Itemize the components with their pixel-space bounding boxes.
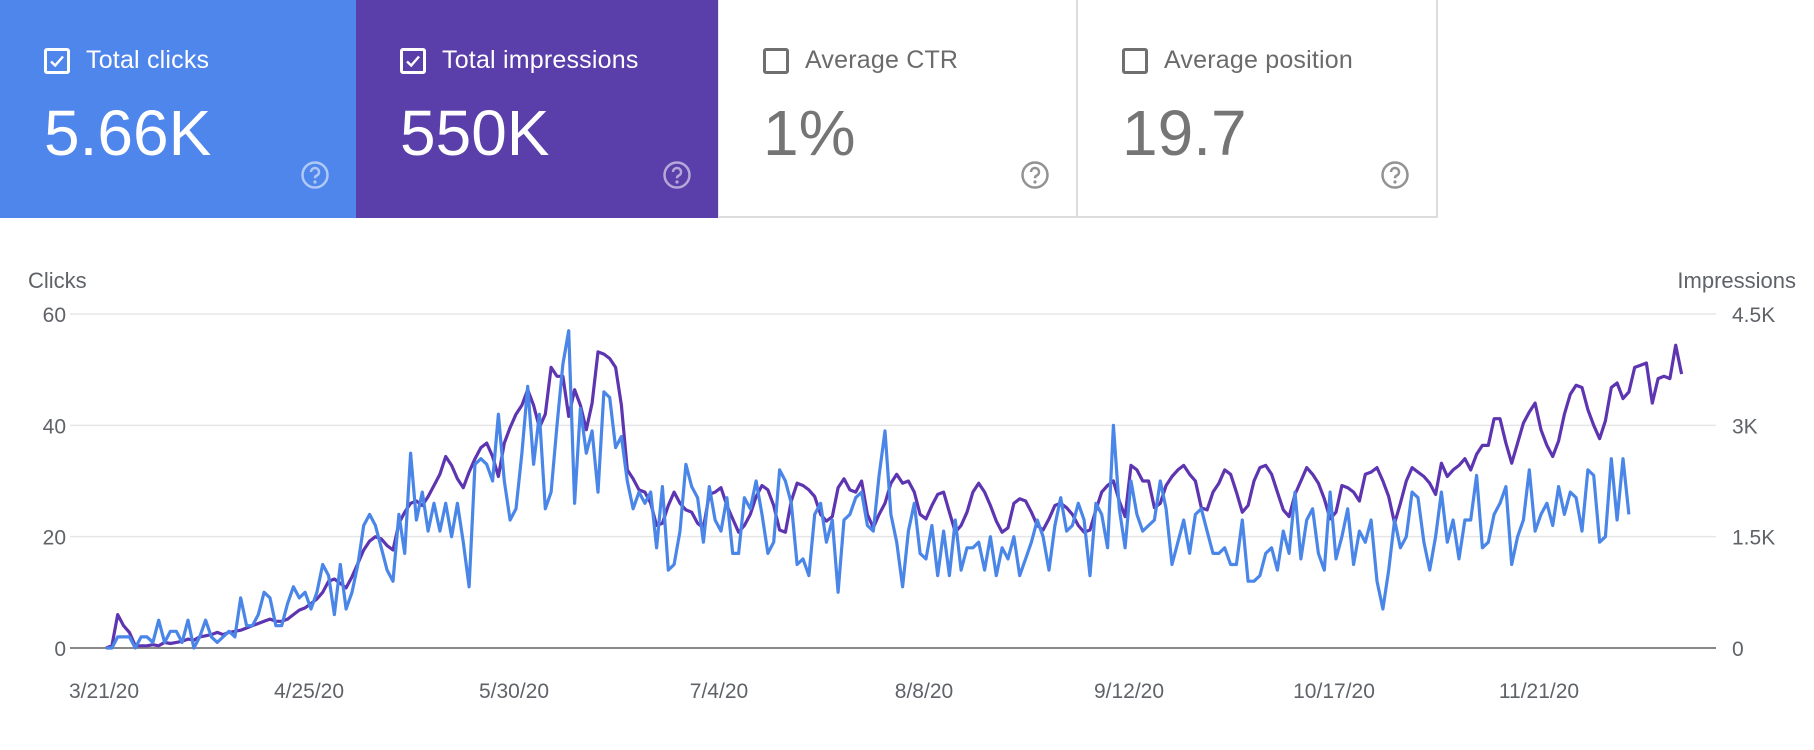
metric-value: 19.7 <box>1122 97 1247 169</box>
x-tick-label: 10/17/20 <box>1293 680 1375 703</box>
y-left-tick-label: 40 <box>43 415 66 438</box>
x-tick-label: 4/25/20 <box>274 680 344 703</box>
metric-card-total-impressions[interactable]: Total impressions 550K <box>356 0 718 218</box>
y-right-tick-label: 4.5K <box>1732 304 1775 327</box>
checkbox-unchecked-icon[interactable] <box>763 48 789 74</box>
x-tick-label: 8/8/20 <box>895 680 953 703</box>
y-right-tick-label: 1.5K <box>1732 527 1775 550</box>
series-line-impressions <box>105 343 1684 650</box>
metric-label: Average CTR <box>805 46 959 74</box>
x-tick-label: 3/21/20 <box>69 680 139 703</box>
metric-card-average-ctr[interactable]: Average CTR 1% <box>718 0 1078 218</box>
y-right-axis-title: Impressions <box>1677 268 1796 293</box>
metric-value: 550K <box>400 97 550 169</box>
metric-label: Total clicks <box>86 46 210 74</box>
metric-card-average-position[interactable]: Average position 19.7 <box>1078 0 1438 218</box>
help-icon[interactable] <box>300 160 330 190</box>
performance-chart: Clicks Impressions 0 20 40 60 0 1.5K 3K 4.5K 3… <box>28 268 1796 703</box>
series-line-clicks <box>106 329 1631 650</box>
checkbox-checked-icon[interactable] <box>400 48 426 74</box>
metric-cards: Total clicks 5.66K Total impressions 550… <box>0 0 1442 218</box>
x-tick-label: 11/21/20 <box>1499 680 1579 703</box>
help-icon[interactable] <box>1020 160 1050 190</box>
help-icon[interactable] <box>1380 160 1410 190</box>
x-tick-label: 7/4/20 <box>690 680 748 703</box>
x-tick-label: 5/30/20 <box>479 680 549 703</box>
metric-label: Average position <box>1164 46 1353 74</box>
metric-label: Total impressions <box>442 46 639 74</box>
y-left-axis-title: Clicks <box>28 268 87 293</box>
metric-card-total-clicks[interactable]: Total clicks 5.66K <box>0 0 356 218</box>
metric-value: 5.66K <box>44 97 212 169</box>
help-icon[interactable] <box>662 160 692 190</box>
checkbox-unchecked-icon[interactable] <box>1122 48 1148 74</box>
y-right-tick-label: 3K <box>1732 415 1758 438</box>
y-left-tick-label: 60 <box>43 304 66 327</box>
checkbox-checked-icon[interactable] <box>44 48 70 74</box>
x-tick-label: 9/12/20 <box>1094 680 1164 703</box>
y-left-tick-label: 0 <box>54 638 66 661</box>
y-right-tick-label: 0 <box>1732 638 1744 661</box>
y-left-tick-label: 20 <box>43 527 66 550</box>
metric-value: 1% <box>763 97 856 169</box>
